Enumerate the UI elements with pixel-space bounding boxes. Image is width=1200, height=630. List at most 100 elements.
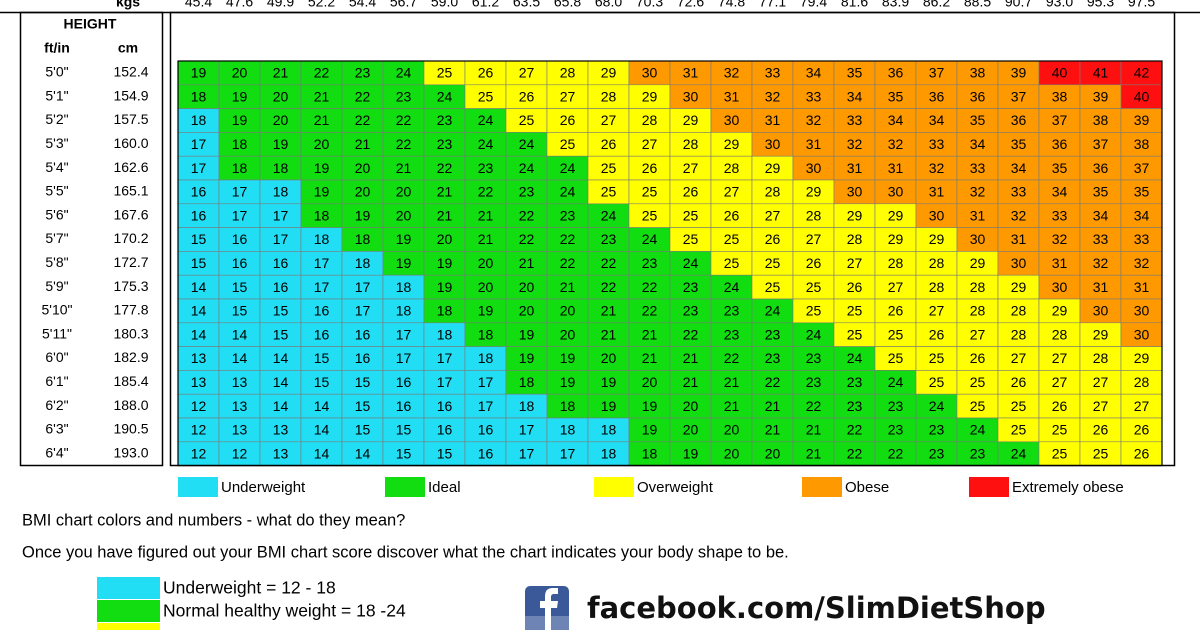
bmi-value: 19: [478, 303, 494, 319]
legend-label: Overweight: [637, 479, 714, 496]
bmi-value: 35: [1052, 160, 1068, 176]
bmi-value: 14: [314, 445, 330, 461]
bmi-value: 26: [929, 326, 945, 342]
legend-label: Ideal: [428, 479, 461, 496]
bmi-value: 33: [806, 88, 822, 104]
bmi-value: 26: [1093, 422, 1109, 438]
bmi-value: 23: [847, 398, 863, 414]
key-swatch: [97, 600, 160, 622]
bmi-value: 22: [519, 207, 535, 223]
height-cm: 154.9: [113, 87, 148, 103]
bmi-value: 21: [642, 350, 658, 366]
bmi-value: 34: [929, 112, 945, 128]
bmi-value: 17: [191, 160, 207, 176]
bmi-value: 25: [642, 184, 658, 200]
bmi-value: 21: [765, 422, 781, 438]
bmi-value: 27: [1093, 374, 1109, 390]
bmi-value: 34: [847, 88, 863, 104]
bmi-value: 24: [519, 160, 535, 176]
bmi-value: 23: [396, 88, 412, 104]
bmi-value: 26: [1134, 422, 1150, 438]
bmi-value: 28: [1134, 374, 1150, 390]
weight-label: 79.4: [800, 0, 827, 10]
bmi-value: 21: [683, 374, 699, 390]
bmi-value: 13: [191, 350, 207, 366]
bmi-value: 15: [273, 303, 289, 319]
bmi-value: 14: [232, 350, 248, 366]
bmi-value: 15: [232, 279, 248, 295]
bmi-value: 32: [847, 136, 863, 152]
table-frame: [169, 11, 1176, 467]
bmi-value: 22: [396, 112, 412, 128]
bmi-value: 13: [232, 422, 248, 438]
bmi-value: 25: [724, 231, 740, 247]
bmi-value: 17: [314, 279, 330, 295]
bmi-value: 25: [847, 326, 863, 342]
legend-swatch: [969, 477, 1009, 497]
legend-swatch: [594, 477, 634, 497]
bmi-value: 24: [847, 350, 863, 366]
bmi-value: 13: [191, 374, 207, 390]
height-ft: 5'2": [45, 111, 68, 127]
weight-label: 88.5: [964, 0, 991, 10]
bmi-value: 20: [478, 279, 494, 295]
bmi-value: 16: [478, 422, 494, 438]
bmi-value: 31: [1093, 279, 1109, 295]
height-ft: 5'10": [41, 302, 72, 318]
bmi-value: 17: [396, 326, 412, 342]
bmi-value: 31: [1052, 255, 1068, 271]
bmi-value: 26: [519, 88, 535, 104]
bmi-value: 32: [970, 184, 986, 200]
bmi-value: 24: [888, 374, 904, 390]
bmi-value: 22: [806, 398, 822, 414]
bmi-value: 24: [437, 88, 453, 104]
bmi-value: 33: [929, 136, 945, 152]
bmi-value: 22: [601, 279, 617, 295]
bmi-value: 23: [806, 374, 822, 390]
bmi-value: 25: [642, 207, 658, 223]
weight-label: 97.5: [1128, 0, 1155, 10]
bmi-value: 18: [314, 231, 330, 247]
height-ft: 5'6": [45, 206, 68, 222]
bmi-value: 17: [437, 350, 453, 366]
bmi-value: 29: [888, 207, 904, 223]
height-ft: 6'0": [45, 349, 68, 365]
facebook-link[interactable]: facebook.com/SlimDietShop: [587, 591, 1046, 625]
weight-label: 74.8: [718, 0, 745, 10]
bmi-value: 23: [765, 326, 781, 342]
bmi-value: 24: [765, 303, 781, 319]
bmi-value: 16: [437, 422, 453, 438]
bmi-value: 24: [683, 255, 699, 271]
legend-label: Extremely obese: [1012, 479, 1124, 496]
bmi-value: 33: [1134, 231, 1150, 247]
bmi-value: 28: [970, 303, 986, 319]
bmi-value: 18: [273, 184, 289, 200]
bmi-value: 21: [355, 136, 371, 152]
height-ft: 6'2": [45, 397, 68, 413]
bmi-value: 25: [847, 303, 863, 319]
height-ft: 5'7": [45, 230, 68, 246]
bmi-value: 19: [396, 255, 412, 271]
bmi-value: 14: [273, 350, 289, 366]
bmi-value: 37: [1093, 136, 1109, 152]
bmi-value: 31: [929, 184, 945, 200]
bmi-value: 18: [191, 112, 207, 128]
bmi-value: 26: [765, 231, 781, 247]
weight-label: 65.8: [554, 0, 581, 10]
height-heading: HEIGHT: [64, 16, 117, 32]
bmi-value: 12: [232, 445, 248, 461]
bmi-value: 20: [642, 374, 658, 390]
bmi-value: 15: [273, 326, 289, 342]
bmi-value: 29: [1052, 303, 1068, 319]
bmi-value: 25: [970, 398, 986, 414]
bmi-value: 24: [519, 136, 535, 152]
bmi-value: 32: [724, 65, 740, 81]
bmi-value: 25: [478, 88, 494, 104]
height-ft: 5'8": [45, 254, 68, 270]
bmi-value: 25: [888, 350, 904, 366]
facebook-f: [540, 588, 558, 630]
bmi-value: 27: [970, 326, 986, 342]
bmi-value: 20: [355, 184, 371, 200]
bmi-value: 26: [847, 279, 863, 295]
bmi-value: 20: [273, 88, 289, 104]
